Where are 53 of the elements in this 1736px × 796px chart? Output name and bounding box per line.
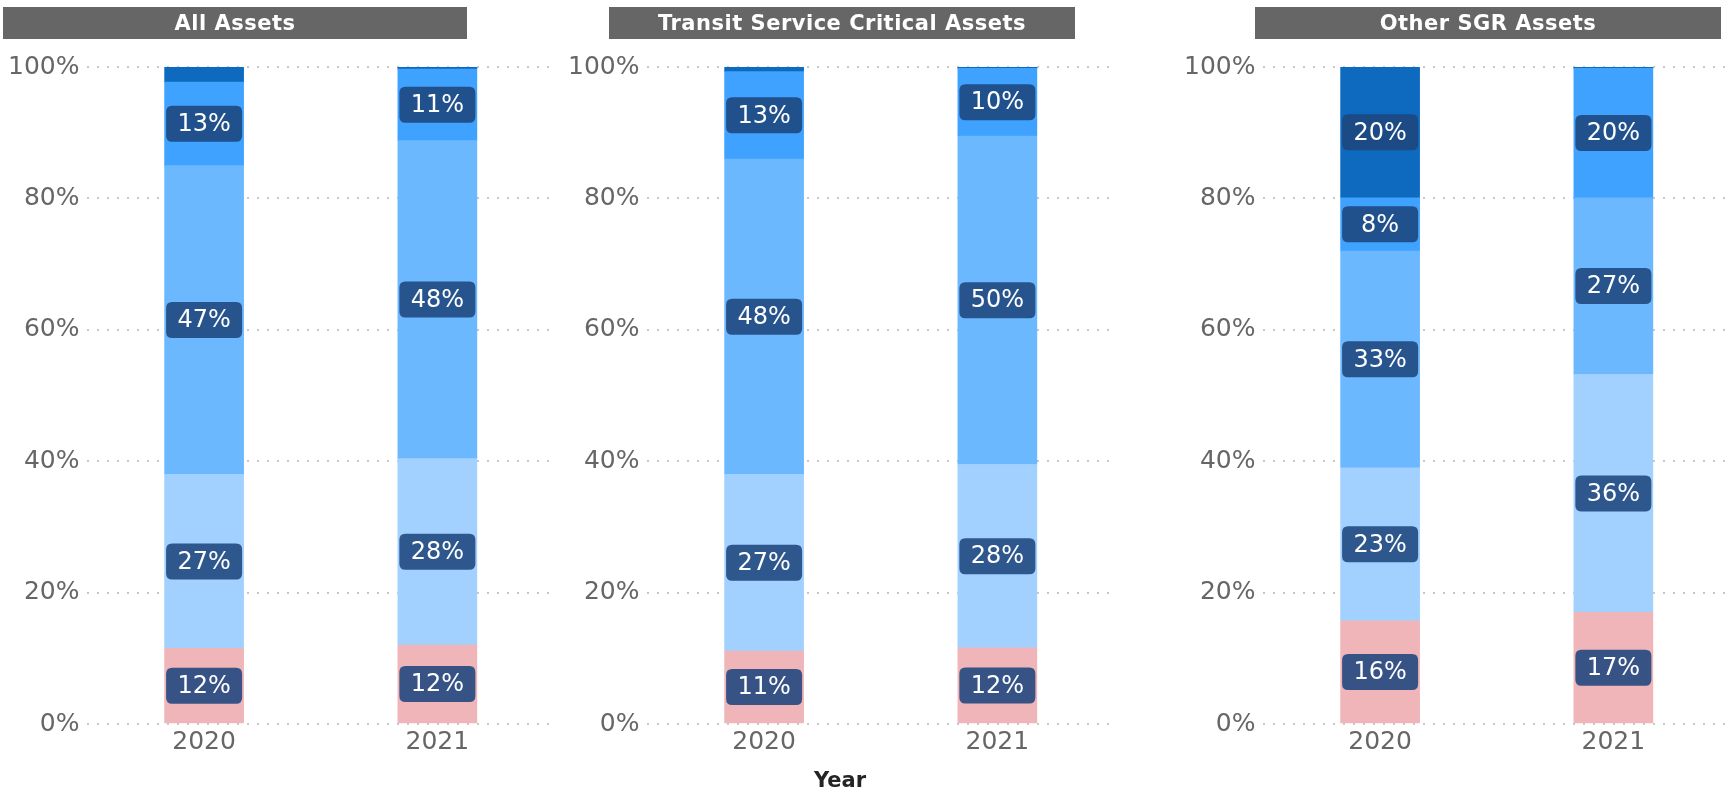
data-label: 27%	[177, 546, 231, 575]
data-label: 11%	[410, 90, 465, 119]
y-tick-label: 80%	[583, 181, 640, 211]
y-tick-label: 80%	[1199, 181, 1256, 211]
x-tick-label: 2020	[732, 725, 796, 755]
data-label: 12%	[177, 670, 231, 699]
x-tick-label: 2021	[965, 725, 1030, 755]
chart-title: All Assets	[3, 7, 467, 39]
data-label: 12%	[970, 670, 1025, 699]
data-label: 12%	[410, 669, 465, 698]
y-tick-label: 20%	[1199, 576, 1256, 606]
data-label: 28%	[410, 537, 465, 566]
data-label: 36%	[1586, 478, 1641, 507]
y-tick-label: 100%	[567, 50, 640, 80]
data-label: 48%	[410, 284, 465, 313]
y-tick-label: 60%	[583, 313, 640, 343]
x-tick-label: 2021	[1581, 725, 1646, 755]
y-tick-label: 100%	[7, 50, 80, 80]
data-label: 8%	[1361, 209, 1400, 238]
data-label: 20%	[1586, 118, 1641, 147]
data-label: 16%	[1353, 657, 1407, 686]
data-label: 13%	[737, 100, 791, 129]
y-tick-label: 40%	[583, 444, 640, 474]
y-tick-label: 60%	[23, 313, 80, 343]
data-label: 27%	[1586, 271, 1641, 300]
data-label: 11%	[737, 672, 791, 701]
y-tick-label: 0%	[1215, 707, 1256, 737]
y-tick-label: 40%	[23, 444, 80, 474]
y-tick-label: 100%	[1183, 50, 1256, 80]
x-tick-label: 2020	[172, 725, 236, 755]
y-tick-label: 20%	[583, 576, 640, 606]
y-tick-label: 20%	[23, 576, 80, 606]
x-tick-label: 2020	[1348, 725, 1412, 755]
x-tick-label: 2021	[405, 725, 470, 755]
data-label: 47%	[177, 305, 231, 334]
y-tick-label: 80%	[23, 181, 80, 211]
y-tick-label: 0%	[39, 707, 80, 737]
data-label: 13%	[177, 109, 231, 138]
x-axis-title: Year	[812, 768, 868, 792]
data-label: 27%	[737, 547, 791, 576]
y-tick-label: 40%	[1199, 444, 1256, 474]
data-label: 33%	[1353, 344, 1407, 373]
data-label: 50%	[970, 285, 1025, 314]
y-tick-label: 0%	[599, 707, 640, 737]
chart-title: Transit Service Critical Assets	[609, 7, 1075, 39]
y-tick-label: 60%	[1199, 313, 1256, 343]
data-label: 17%	[1586, 652, 1641, 681]
chart-title: Other SGR Assets	[1255, 7, 1721, 39]
data-label: 23%	[1353, 529, 1407, 558]
data-label: 48%	[737, 301, 791, 330]
data-label: 10%	[970, 87, 1025, 116]
data-label: 28%	[970, 541, 1025, 570]
data-label: 20%	[1353, 117, 1407, 146]
